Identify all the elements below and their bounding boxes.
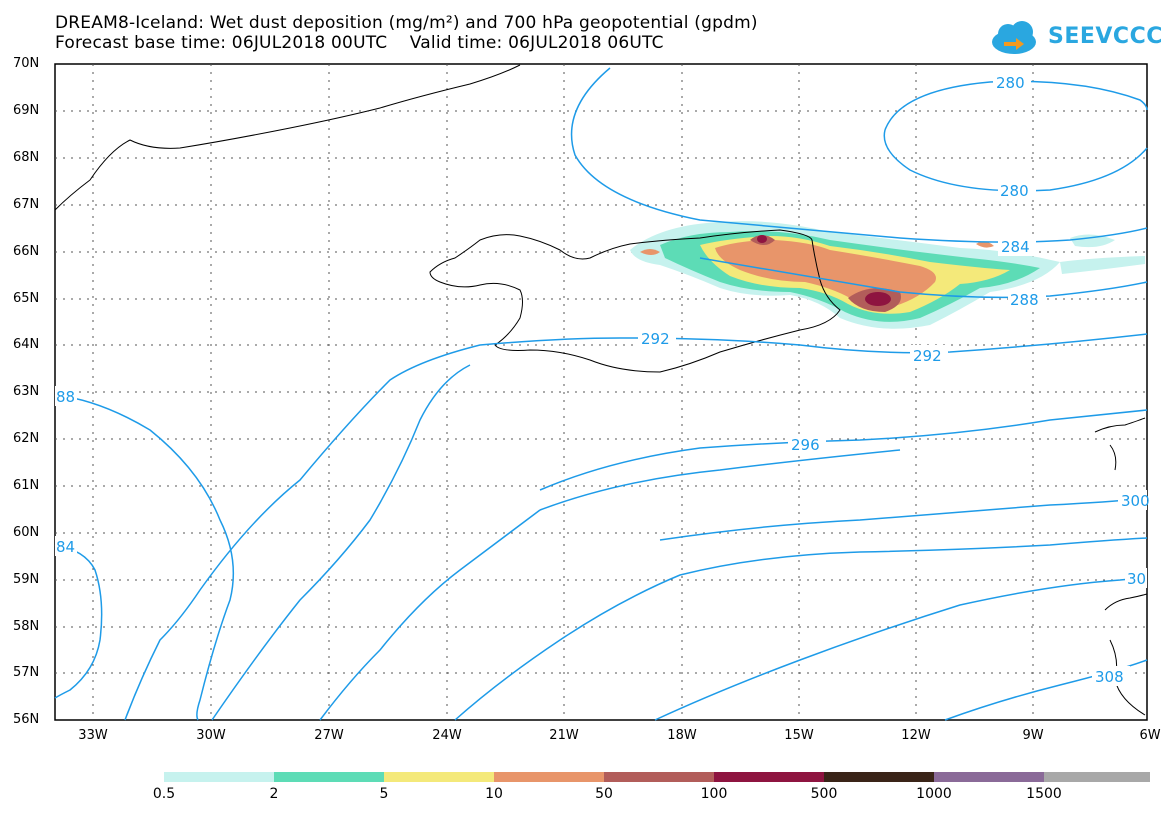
colorbar-label-10: 10 [485, 786, 503, 802]
contour-label-300: 300 [1121, 492, 1150, 510]
contour-label-84: 84 [56, 538, 75, 556]
colorbar-label-100: 100 [700, 786, 728, 802]
lon-tick-15w: 15W [784, 728, 814, 743]
colorbar [164, 772, 1150, 782]
lon-tick-18w: 18W [667, 728, 697, 743]
contour-label-308: 308 [1095, 668, 1124, 686]
lat-tick-62n: 62N [13, 431, 40, 446]
colorbar-label-50: 50 [595, 786, 613, 802]
lat-tick-59n: 59N [13, 572, 40, 587]
seevccc-logo [992, 21, 1036, 54]
lon-tick-12w: 12W [901, 728, 931, 743]
contour-label-280b: 280 [1000, 182, 1029, 200]
logo-text: SEEVCCC [1048, 24, 1163, 49]
colorbar-swatch-7 [824, 772, 934, 782]
lat-tick-64n: 64N [13, 337, 40, 352]
contour-label-288: 288 [1010, 291, 1039, 309]
lat-tick-56n: 56N [13, 712, 40, 727]
colorbar-label-0.5: 0.5 [152, 786, 176, 802]
contour-288 [699, 257, 1148, 299]
latitude-gridlines [55, 110, 1147, 674]
lat-tick-61n: 61N [13, 478, 40, 493]
contour-label-280a: 280 [996, 74, 1025, 92]
colorbar-swatch-6 [714, 772, 824, 782]
colorbar-swatch-3 [384, 772, 494, 782]
lon-tick-24w: 24W [432, 728, 462, 743]
contour-label-284: 284 [1001, 238, 1030, 256]
lat-tick-70n: 70N [13, 56, 40, 71]
lat-tick-57n: 57N [13, 665, 40, 680]
contour-284-west [54, 544, 103, 699]
contour-label-88: 88 [56, 388, 75, 406]
lat-tick-58n: 58N [13, 619, 40, 634]
lat-tick-60n: 60N [13, 525, 40, 540]
lon-tick-9w: 9W [1022, 728, 1044, 743]
contour-296 [211, 364, 1148, 721]
map-title: DREAM8-Iceland: Wet dust deposition (mg/… [55, 13, 758, 33]
contour-304 [454, 537, 1148, 721]
contour-292 [124, 333, 1148, 721]
colorbar-swatch-4 [494, 772, 604, 782]
contour-284 [570, 67, 1148, 243]
geopotential-contours [54, 67, 1148, 721]
contour-280 [883, 80, 1148, 192]
colorbar-label-500: 500 [810, 786, 838, 802]
lat-tick-65n: 65N [13, 291, 40, 306]
lon-tick-6w: 6W [1139, 728, 1161, 743]
colorbar-label-5: 5 [379, 786, 389, 802]
colorbar-label-1000: 1000 [916, 786, 952, 802]
lon-tick-21w: 21W [549, 728, 579, 743]
lat-tick-63n: 63N [13, 384, 40, 399]
cloud-arrow-icon [992, 21, 1036, 54]
contour-308 [654, 577, 1148, 721]
lat-tick-69n: 69N [13, 103, 40, 118]
lon-tick-30w: 30W [196, 728, 226, 743]
contour-label-292b: 292 [913, 347, 942, 365]
colorbar-swatch-2 [274, 772, 384, 782]
longitude-gridlines [92, 64, 1034, 720]
lat-tick-67n: 67N [13, 197, 40, 212]
lat-tick-66n: 66N [13, 244, 40, 259]
colorbar-swatch-9 [1044, 772, 1150, 782]
map-subtitle-times: Forecast base time: 06JUL2018 00UTC Vali… [55, 33, 664, 53]
coastlines [54, 64, 1148, 716]
lat-tick-68n: 68N [13, 150, 40, 165]
contour-label-296: 296 [791, 436, 820, 454]
lon-tick-33w: 33W [78, 728, 108, 743]
colorbar-swatch-1 [164, 772, 274, 782]
contour-labels: 280 280 284 288 292 292 296 300 30 308 8… [55, 72, 1150, 686]
colorbar-label-2: 2 [269, 786, 279, 802]
contour-label-292a: 292 [641, 330, 670, 348]
contour-label-30: 30 [1127, 570, 1146, 588]
contour-300 [319, 449, 1148, 721]
colorbar-label-1500: 1500 [1026, 786, 1062, 802]
lon-tick-27w: 27W [314, 728, 344, 743]
contour-288-west [54, 394, 235, 721]
colorbar-swatch-8 [934, 772, 1044, 782]
colorbar-swatch-5 [604, 772, 714, 782]
